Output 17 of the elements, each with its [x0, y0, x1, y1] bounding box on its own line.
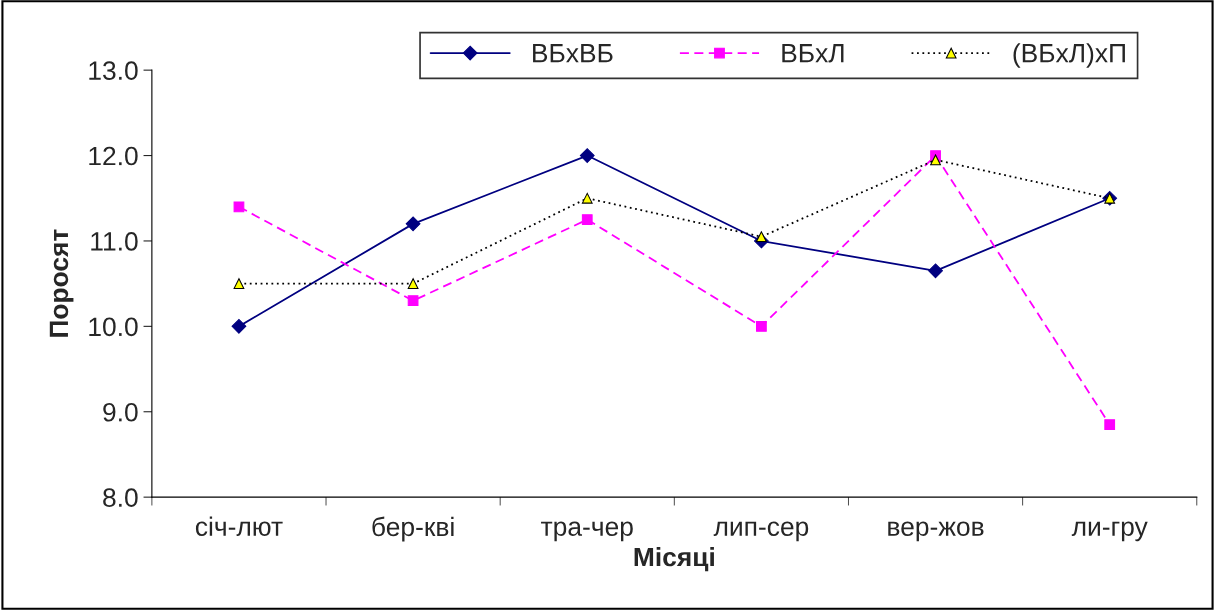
- x-tick-label: ли-гру: [1071, 521, 1148, 542]
- y-tick-label: 9.0: [103, 402, 138, 422]
- y-tick-label: 12.0: [89, 146, 138, 166]
- legend-label: ВБхВБ: [533, 44, 613, 63]
- x-axis-title: Місяці: [634, 546, 714, 572]
- y-tick-label: 10.0: [89, 317, 138, 337]
- x-tick-label: вер-жов: [888, 521, 984, 542]
- x-tick-label: лип-сер: [713, 521, 809, 542]
- legend-label: (ВБхЛ)хП: [1013, 43, 1125, 68]
- x-tick-label: січ-лют: [195, 516, 283, 536]
- y-tick-label: 13.0: [89, 61, 138, 80]
- legend-label: ВБхЛ: [782, 44, 844, 63]
- y-axis-title: Поросят: [49, 229, 74, 337]
- x-tick-label: тра-чер: [541, 521, 633, 542]
- x-tick-label: бер-кві: [372, 516, 454, 542]
- y-tick-label: 11.0: [91, 232, 138, 251]
- y-tick-label: 8.0: [103, 488, 138, 507]
